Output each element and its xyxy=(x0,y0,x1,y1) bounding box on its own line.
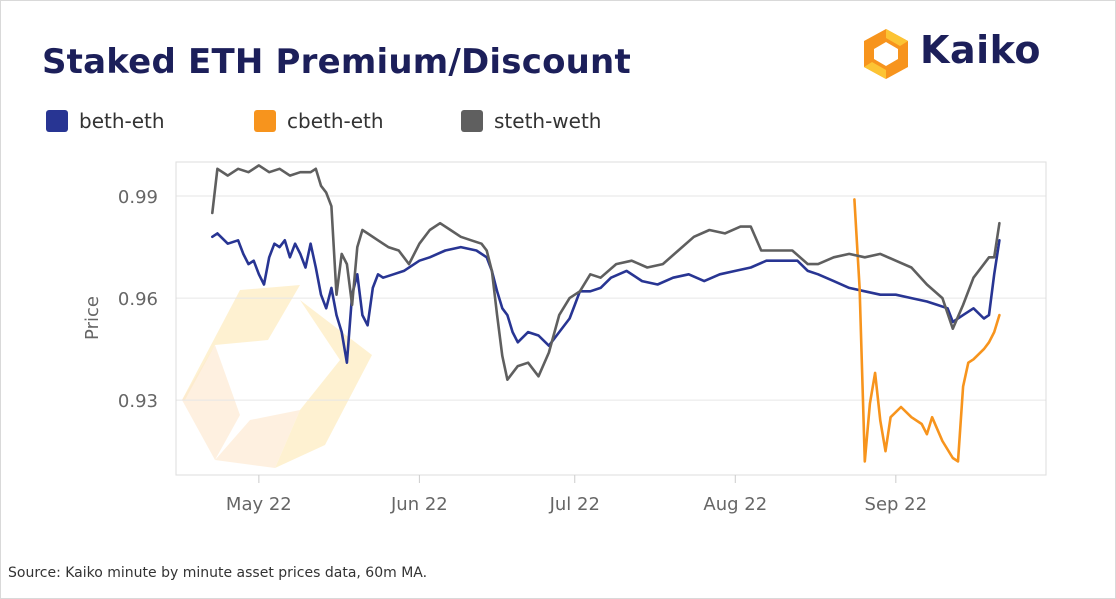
legend-swatch-cbeth-eth xyxy=(254,110,276,132)
y-tick-label: 0.99 xyxy=(118,187,158,208)
legend-swatch-beth-eth xyxy=(46,110,68,132)
chart-title: Staked ETH Premium/Discount xyxy=(42,42,631,82)
x-tick-label: May 22 xyxy=(226,494,292,515)
y-axis-label: Price xyxy=(82,296,103,340)
y-tick-label: 0.96 xyxy=(118,289,158,310)
chart-series xyxy=(211,164,1001,463)
legend-swatch-steth-weth xyxy=(461,110,483,132)
source-note: Source: Kaiko minute by minute asset pri… xyxy=(8,565,428,581)
series-line-beth-eth xyxy=(211,232,1001,365)
series-line-cbeth-eth xyxy=(853,198,1001,463)
series-line-steth-weth xyxy=(211,164,1001,382)
legend-label-beth-eth: beth-eth xyxy=(79,109,165,133)
kaiko-watermark-icon xyxy=(182,285,372,468)
y-axis-ticks: 0.93 0.96 0.99 xyxy=(118,187,158,412)
x-tick-label: Jul 22 xyxy=(549,494,600,515)
x-axis-ticks: May 22 Jun 22 Jul 22 Aug 22 Sep 22 xyxy=(226,475,927,515)
legend-label-cbeth-eth: cbeth-eth xyxy=(287,109,384,133)
logo-wordmark: Kaiko xyxy=(920,28,1041,72)
kaiko-hexagon-icon xyxy=(864,29,908,79)
x-tick-label: Sep 22 xyxy=(865,494,928,515)
kaiko-logo: Kaiko xyxy=(858,26,1058,82)
x-tick-label: Jun 22 xyxy=(390,494,448,515)
x-tick-label: Aug 22 xyxy=(703,494,767,515)
plot-area-border xyxy=(175,161,1047,476)
y-tick-label: 0.93 xyxy=(118,391,158,412)
legend-label-steth-weth: steth-weth xyxy=(494,109,602,133)
